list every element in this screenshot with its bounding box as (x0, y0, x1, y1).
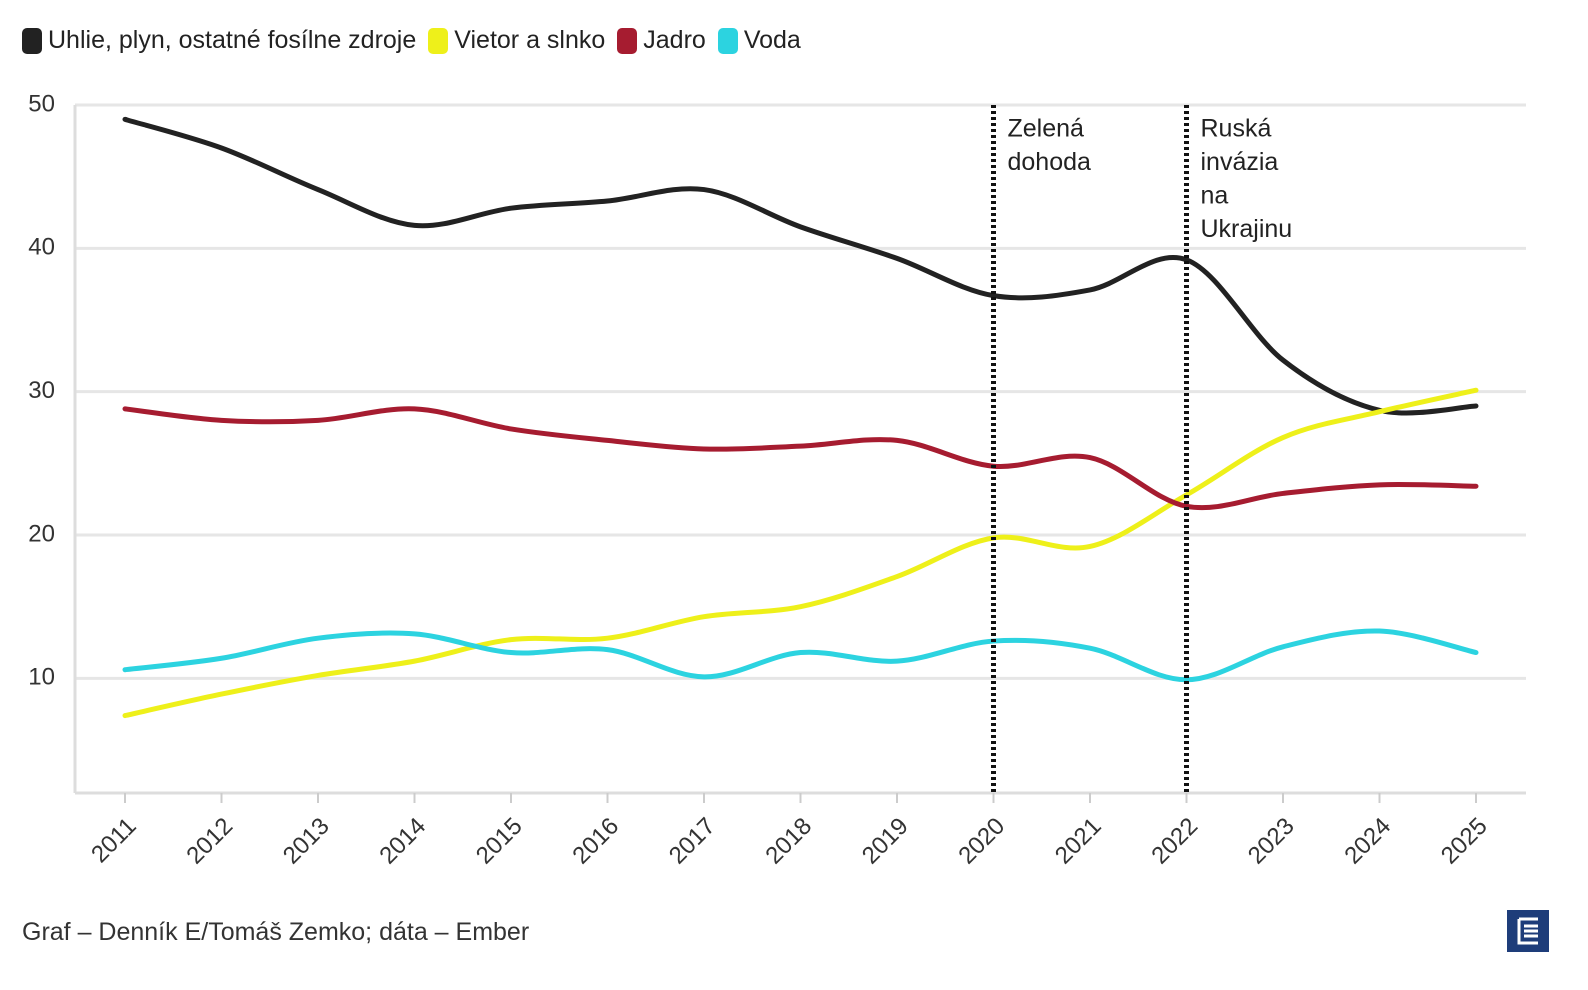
annotation-text: na (1201, 182, 1229, 210)
x-tick-label: 2022 (1146, 813, 1203, 870)
x-tick-label: 2017 (664, 813, 721, 870)
legend-label: Vietor a slnko (454, 26, 606, 54)
y-tick-label: 30 (28, 377, 55, 404)
annotation-text: Ruská (1201, 115, 1272, 143)
x-tick-label: 2019 (857, 813, 914, 870)
legend-label: Jadro (643, 26, 706, 54)
x-tick-label: 2025 (1436, 813, 1493, 870)
y-tick-label: 20 (28, 520, 55, 547)
x-tick-label: 2024 (1339, 813, 1396, 870)
annotation-text: Ukrajinu (1201, 215, 1293, 243)
annotation-text: dohoda (1008, 148, 1092, 176)
x-tick-label: 2020 (953, 813, 1010, 870)
logo-icon (1517, 917, 1538, 945)
annotation-text: invázia (1201, 148, 1279, 176)
x-tick-label: 2023 (1243, 813, 1300, 870)
x-tick-label: 2021 (1050, 813, 1107, 870)
legend-swatch (22, 27, 42, 54)
legend-label: Voda (743, 26, 801, 54)
x-tick-label: 2014 (374, 813, 431, 870)
series-line (122, 628, 1479, 683)
legend-swatch (617, 27, 638, 54)
y-tick-label: 50 (28, 90, 55, 117)
legend: Uhlie, plyn, ostatné fosílne zdroje Vieto… (22, 26, 801, 55)
annotation-text: Zelená (1008, 115, 1085, 143)
y-tick-label: 40 (28, 234, 55, 261)
series-line (122, 116, 1479, 416)
y-tick-label: 10 (28, 664, 55, 691)
x-tick-label: 2018 (760, 813, 817, 870)
x-tick-label: 2011 (86, 813, 142, 869)
series-line (122, 387, 1479, 719)
logo (1507, 910, 1549, 952)
legend-item: Voda (717, 26, 801, 55)
x-tick-label: 2012 (181, 813, 238, 870)
x-tick-label: 2016 (567, 813, 624, 870)
series-line (122, 406, 1479, 511)
legend-swatch (428, 27, 449, 54)
legend-swatch (717, 27, 738, 54)
x-tick-label: 2013 (278, 813, 335, 870)
legend-item: Uhlie, plyn, ostatné fosílne zdroje (22, 26, 416, 55)
legend-item: Jadro (617, 26, 706, 55)
source: Graf – Denník E/Tomáš Zemko; dáta – Embe… (22, 918, 530, 946)
legend-item: Vietor a slnko (428, 26, 605, 55)
x-tick-label: 2015 (471, 813, 528, 870)
legend-label: Uhlie, plyn, ostatné fosílne zdroje (48, 26, 417, 54)
